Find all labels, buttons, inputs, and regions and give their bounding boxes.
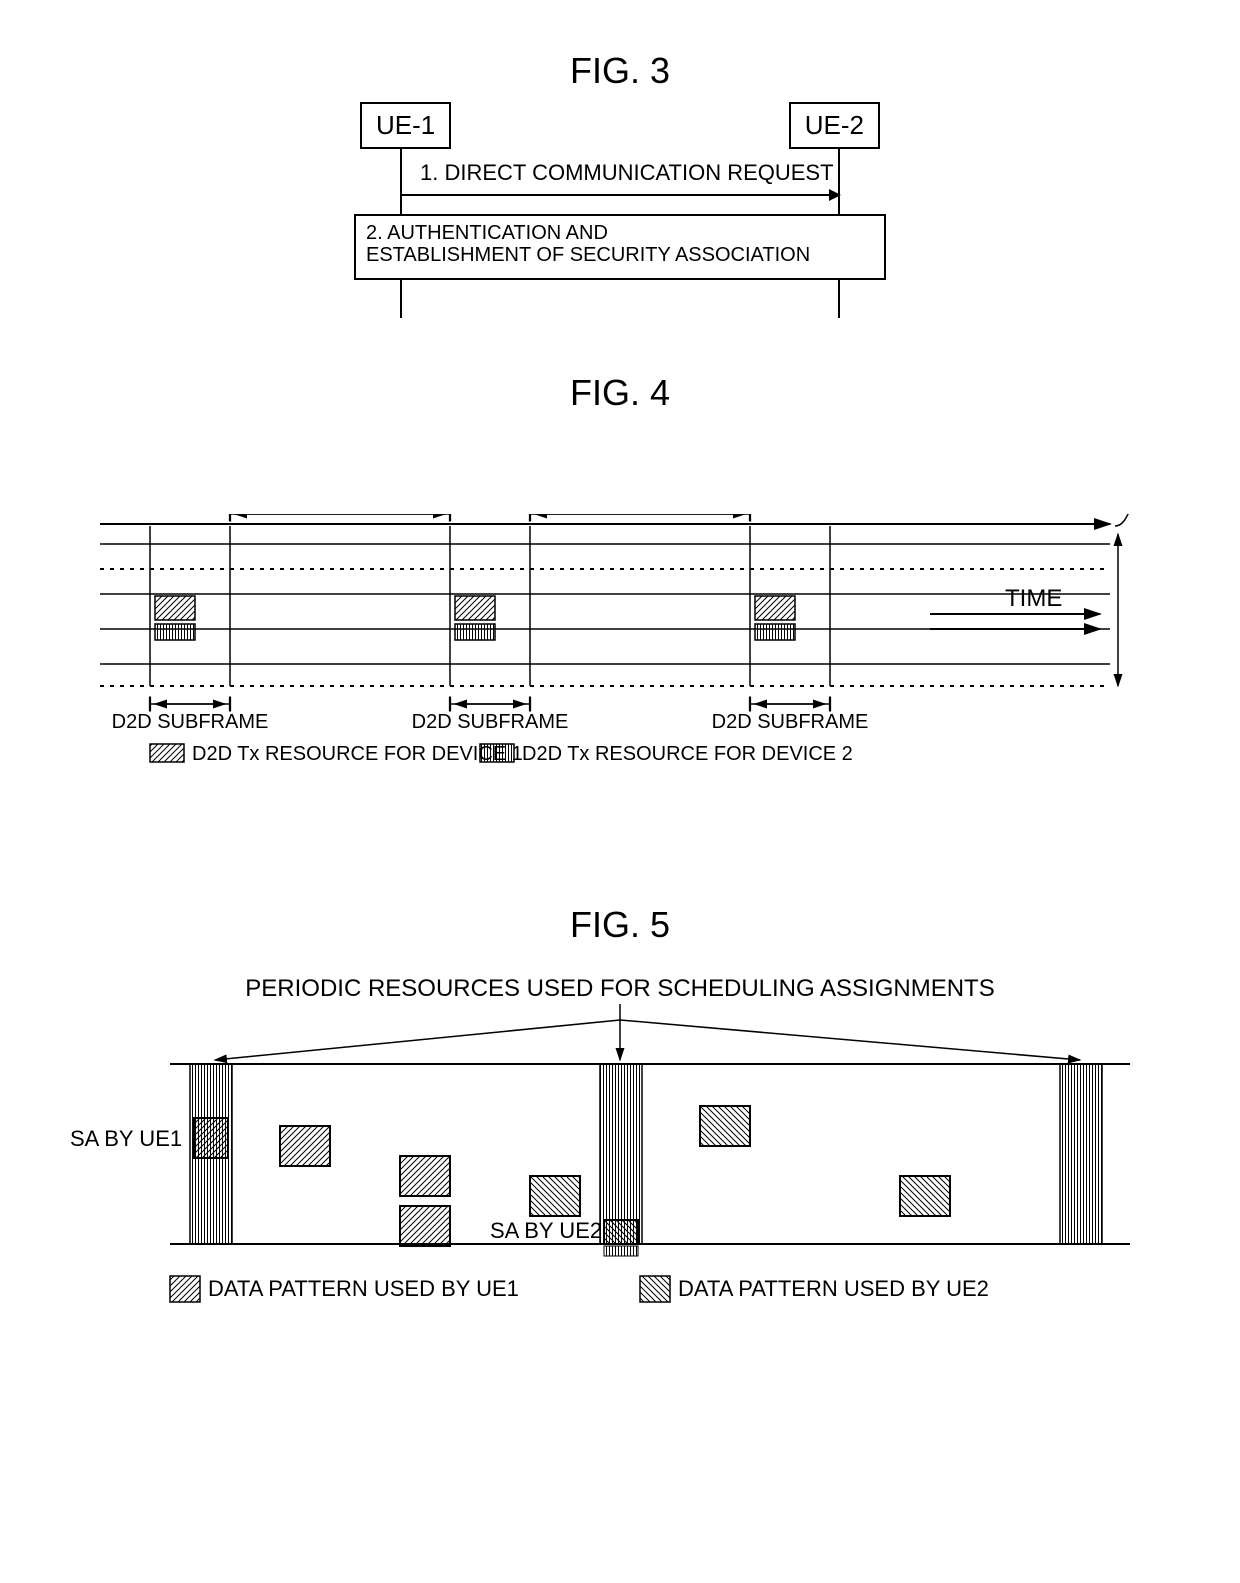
fig4-diagram: LTE SUBFRAME (PUSCH AND PUCCH TRANSMISSI… bbox=[100, 514, 1200, 734]
fig3-proc-line2: ESTABLISHMENT OF SECURITY ASSOCIATION bbox=[366, 244, 810, 266]
fig5-sa2-tag bbox=[604, 1246, 638, 1256]
fig5-legend2-label: DATA PATTERN USED BY UE2 bbox=[678, 1276, 989, 1301]
fig5-sa-col bbox=[600, 1064, 642, 1244]
fig5-ue1-data bbox=[400, 1206, 450, 1246]
fig3-ue2-box: UE-2 bbox=[789, 102, 880, 149]
fig5-legend1-label: DATA PATTERN USED BY UE1 bbox=[208, 1276, 519, 1301]
fig5-ue2-data bbox=[700, 1106, 750, 1146]
fig3-diagram: UE-1 UE-2 1. DIRECT COMMUNICATION REQUES… bbox=[360, 102, 880, 322]
fig4-title: FIG. 4 bbox=[0, 372, 1240, 414]
fig5-ue1-data bbox=[400, 1156, 450, 1196]
fig3-title: FIG. 3 bbox=[0, 50, 1240, 92]
fig4-dev1-block bbox=[455, 596, 495, 620]
fig5-sa2-label: SA BY UE2 bbox=[490, 1218, 602, 1243]
fig5-legend1-swatch bbox=[170, 1276, 200, 1302]
fig5-sa2-block bbox=[604, 1220, 638, 1244]
fig3-msg1-arrow bbox=[401, 194, 839, 196]
fig4-time-label: TIME bbox=[1005, 585, 1062, 612]
fig5-sa1-block bbox=[194, 1118, 228, 1158]
fig5-sa1-label: SA BY UE1 bbox=[70, 1126, 182, 1151]
fig5-ue2-data bbox=[900, 1176, 950, 1216]
fig4-legend2-swatch bbox=[480, 744, 514, 762]
fig5-ue1-data bbox=[280, 1126, 330, 1166]
fig3-msg1-label: 1. DIRECT COMMUNICATION REQUEST bbox=[420, 160, 834, 186]
fig4-dev1-block bbox=[155, 596, 195, 620]
fig4-d2d-label-3: D2D SUBFRAME bbox=[712, 711, 869, 733]
fig4-d2d-label-1: D2D SUBFRAME bbox=[112, 711, 269, 733]
fig5-diagram: PERIODIC RESOURCES USED FOR SCHEDULING A… bbox=[60, 976, 1180, 1356]
fig3-ue1-box: UE-1 bbox=[360, 102, 451, 149]
fig4-dev1-block bbox=[755, 596, 795, 620]
fig5-legend2-swatch bbox=[640, 1276, 670, 1302]
fig4-dev2-block bbox=[155, 624, 195, 640]
fig4-d2d-label-2: D2D SUBFRAME bbox=[412, 711, 569, 733]
fig5-sa-col bbox=[1060, 1064, 1102, 1244]
fig5-title: FIG. 5 bbox=[0, 904, 1240, 946]
fig3-proc-box: 2. AUTHENTICATION AND ESTABLISHMENT OF S… bbox=[354, 214, 886, 280]
fig4-legend1-label: D2D Tx RESOURCE FOR DEVICE 1 bbox=[192, 743, 523, 765]
fig4-legend2-label: D2D Tx RESOURCE FOR DEVICE 2 bbox=[522, 743, 853, 765]
fig5-ue2-data bbox=[530, 1176, 580, 1216]
fig4-dev2-block bbox=[755, 624, 795, 640]
fig3-proc-line1: 2. AUTHENTICATION AND bbox=[366, 222, 608, 244]
fig4-legend1-swatch bbox=[150, 744, 184, 762]
fig5-top-label: PERIODIC RESOURCES USED FOR SCHEDULING A… bbox=[245, 976, 994, 1002]
fig4-dev2-block bbox=[455, 624, 495, 640]
